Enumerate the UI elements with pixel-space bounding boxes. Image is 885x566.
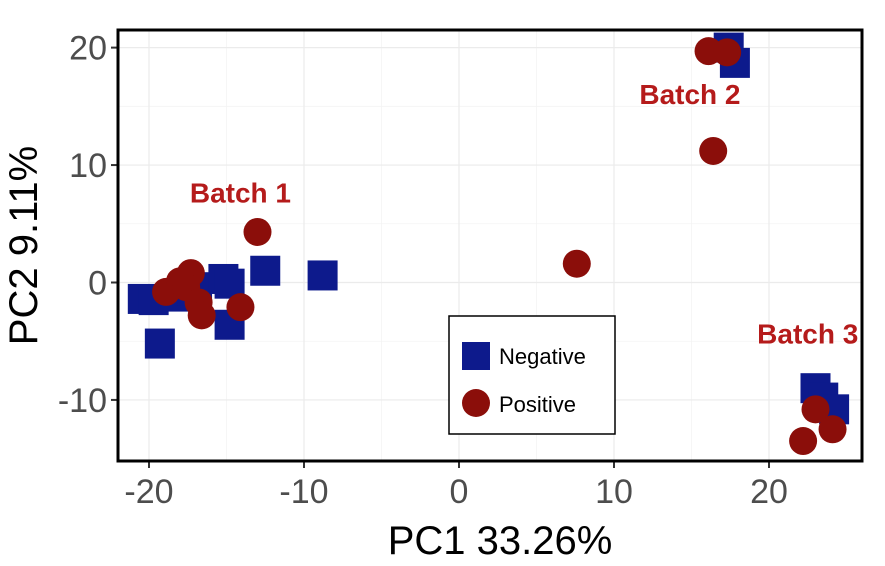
legend-negative-square-icon <box>462 342 490 370</box>
x-tick-label: 0 <box>450 473 469 511</box>
legend-label-positive: Positive <box>499 392 576 417</box>
positive-point <box>818 415 847 444</box>
positive-point <box>243 217 272 246</box>
batch-annotations: Batch 1 Batch 2 Batch 3 <box>190 79 858 350</box>
batch-label-2: Batch 2 <box>639 79 740 110</box>
y-axis-title: PC2 9.11% <box>2 146 46 345</box>
positive-point <box>699 136 728 165</box>
legend: Negative Positive <box>448 315 616 435</box>
positive-point <box>226 293 255 322</box>
plot-panel-border <box>116 28 864 463</box>
x-tick-label: -20 <box>124 473 173 511</box>
x-tick-label: 10 <box>595 473 633 511</box>
y-tick-label: 10 <box>69 147 107 185</box>
y-tick-label: -10 <box>58 382 107 420</box>
x-axis-title: PC1 33.26% <box>388 519 613 563</box>
legend-label-negative: Negative <box>499 344 586 369</box>
batch-label-3: Batch 3 <box>757 319 858 350</box>
y-tick-label: 20 <box>69 30 107 68</box>
positive-point <box>187 301 216 330</box>
positive-point <box>562 249 591 278</box>
x-tick-label: 20 <box>750 473 788 511</box>
x-tick-label: -10 <box>279 473 328 511</box>
negative-point <box>250 255 281 286</box>
batch-label-1: Batch 1 <box>190 178 291 209</box>
positive-point <box>713 38 742 67</box>
axis-ticks: -20 -10 0 10 20 -10 0 10 20 <box>58 30 788 511</box>
positive-point <box>801 395 830 424</box>
legend-positive-circle-icon <box>462 389 490 417</box>
y-tick-label: 0 <box>88 264 107 302</box>
negative-point <box>307 260 338 291</box>
negative-point <box>144 328 175 359</box>
data-points <box>127 32 850 456</box>
positive-point <box>789 427 818 456</box>
